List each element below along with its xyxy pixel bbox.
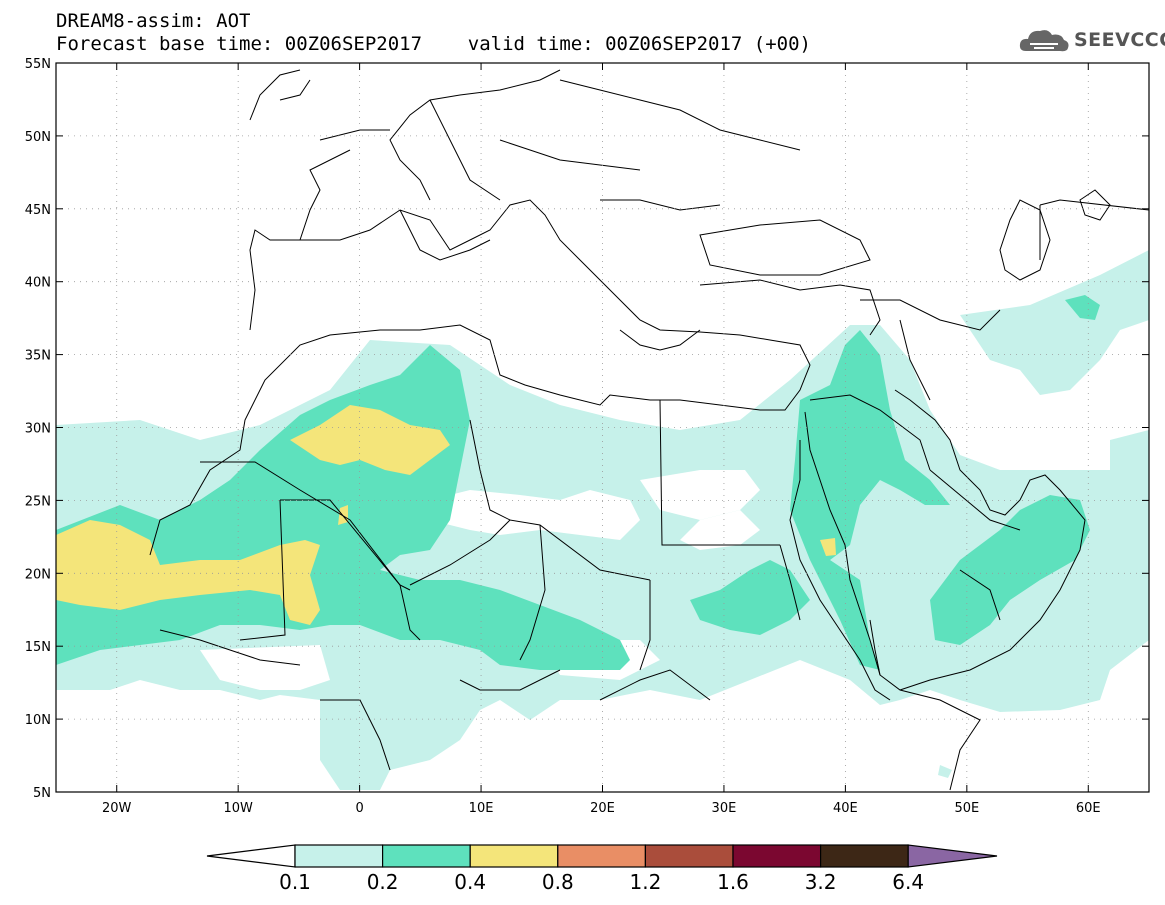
legend-label: 1.6 — [717, 870, 749, 894]
x-tick-label: 0 — [355, 801, 363, 816]
legend-swatch — [469, 844, 559, 868]
y-axis: 5N 10N 15N 20N 25N 30N 35N 40N 45N 50N 55N — [25, 57, 1149, 801]
legend-swatch — [732, 844, 822, 868]
x-tick-label: 30E — [712, 801, 737, 816]
chart-title: DREAM8-assim: AOT — [56, 10, 251, 32]
y-tick-label: 5N — [33, 786, 51, 801]
legend-label: 1.2 — [629, 870, 661, 894]
legend-swatch — [644, 844, 734, 868]
cloud-logo-icon — [1019, 30, 1069, 52]
aot-fields — [56, 250, 1149, 790]
y-tick-label: 50N — [25, 130, 51, 145]
y-tick-label: 30N — [25, 422, 51, 437]
x-axis: 20W 10W 0 10E 20E 30E 40E 50E 60E — [102, 63, 1101, 816]
legend-label: 0.1 — [279, 870, 311, 894]
legend-swatch — [819, 844, 909, 868]
y-tick-label: 35N — [25, 349, 51, 364]
legend-label: 0.2 — [367, 870, 399, 894]
y-tick-label: 20N — [25, 567, 51, 582]
y-tick-label: 10N — [25, 713, 51, 728]
seevccc-logo: SEEVCCC — [1018, 26, 1165, 54]
x-tick-label: 50E — [954, 801, 979, 816]
forecast-time-line: Forecast base time: 00Z06SEP2017 valid t… — [56, 33, 811, 55]
legend-label: 3.2 — [805, 870, 837, 894]
legend-swatch — [294, 844, 384, 868]
legend-swatch — [557, 844, 646, 868]
y-tick-label: 15N — [25, 640, 51, 655]
legend-arrow-low — [206, 844, 296, 868]
x-tick-label: 10E — [469, 801, 494, 816]
x-tick-label: 20E — [590, 801, 615, 816]
country-borders — [159, 79, 1149, 771]
legend-label: 6.4 — [892, 870, 924, 894]
coastlines — [149, 69, 1111, 791]
x-tick-label: 10W — [223, 801, 253, 816]
legend-label: 0.8 — [542, 870, 574, 894]
color-legend: 0.1 0.2 0.4 0.8 1.2 1.6 3.2 6.4 — [206, 844, 998, 894]
y-tick-label: 25N — [25, 494, 51, 509]
legend-swatch — [382, 844, 471, 868]
x-tick-label: 20W — [102, 801, 132, 816]
y-tick-label: 55N — [25, 57, 51, 72]
y-tick-label: 40N — [25, 276, 51, 291]
grid-lines — [56, 63, 1149, 792]
legend-label: 0.4 — [454, 870, 486, 894]
legend-arrow-high — [907, 844, 998, 868]
y-tick-label: 45N — [25, 203, 51, 218]
logo-text: SEEVCCC — [1074, 29, 1165, 51]
x-tick-label: 60E — [1076, 801, 1101, 816]
x-tick-label: 40E — [833, 801, 858, 816]
